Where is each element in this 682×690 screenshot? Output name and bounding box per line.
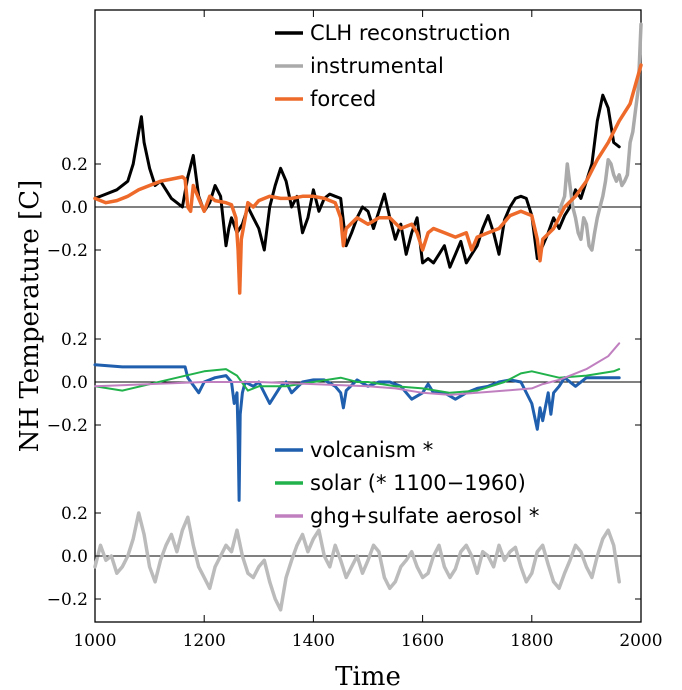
legend-label-forced: forced: [310, 87, 376, 111]
series-line-bottom-0: [93, 511, 621, 612]
x-tick-label: 1200: [183, 631, 226, 651]
x-axis-label: Time: [335, 662, 401, 690]
legend-label-instrumental: instrumental: [310, 54, 444, 78]
y-axis-label: NH Temperature [C]: [15, 180, 45, 452]
y-tick-label: 0.2: [61, 330, 88, 350]
y-tick-label: −0.2: [47, 416, 88, 436]
series-line-top-2: [93, 63, 643, 295]
y-tick-label: 0.2: [61, 504, 88, 524]
series-line-middle-2: [94, 342, 621, 396]
x-tick-label: 2000: [619, 631, 662, 651]
y-tick-label: 0.2: [61, 155, 88, 175]
legend-label-solar: solar (* 1100−1960): [310, 471, 526, 495]
x-tick-label: 1000: [73, 631, 116, 651]
series-line-middle-1: [94, 368, 621, 394]
series-line-top-1: [557, 22, 643, 252]
legend-label-clh: CLH reconstruction: [310, 21, 511, 45]
y-tick-label: −0.2: [47, 241, 88, 261]
legend-label-volcanism: volcanism *: [310, 438, 433, 462]
legend-label-ghg: ghg+sulfate aerosol *: [310, 504, 539, 528]
x-tick-label: 1800: [510, 631, 553, 651]
plot-frame: [94, 9, 642, 623]
x-tick-label: 1600: [401, 631, 444, 651]
legend-top: CLH reconstruction instrumental forced: [275, 21, 511, 111]
y-tick-label: 0.0: [61, 373, 88, 393]
legend-middle: volcanism * solar (* 1100−1960) ghg+sulf…: [275, 438, 539, 528]
y-tick-label: 0.0: [61, 547, 88, 567]
series-line-top-0: [93, 93, 621, 269]
x-tick-label: 1400: [292, 631, 335, 651]
y-tick-label: 0.0: [61, 198, 88, 218]
y-tick-label: −0.2: [47, 590, 88, 610]
